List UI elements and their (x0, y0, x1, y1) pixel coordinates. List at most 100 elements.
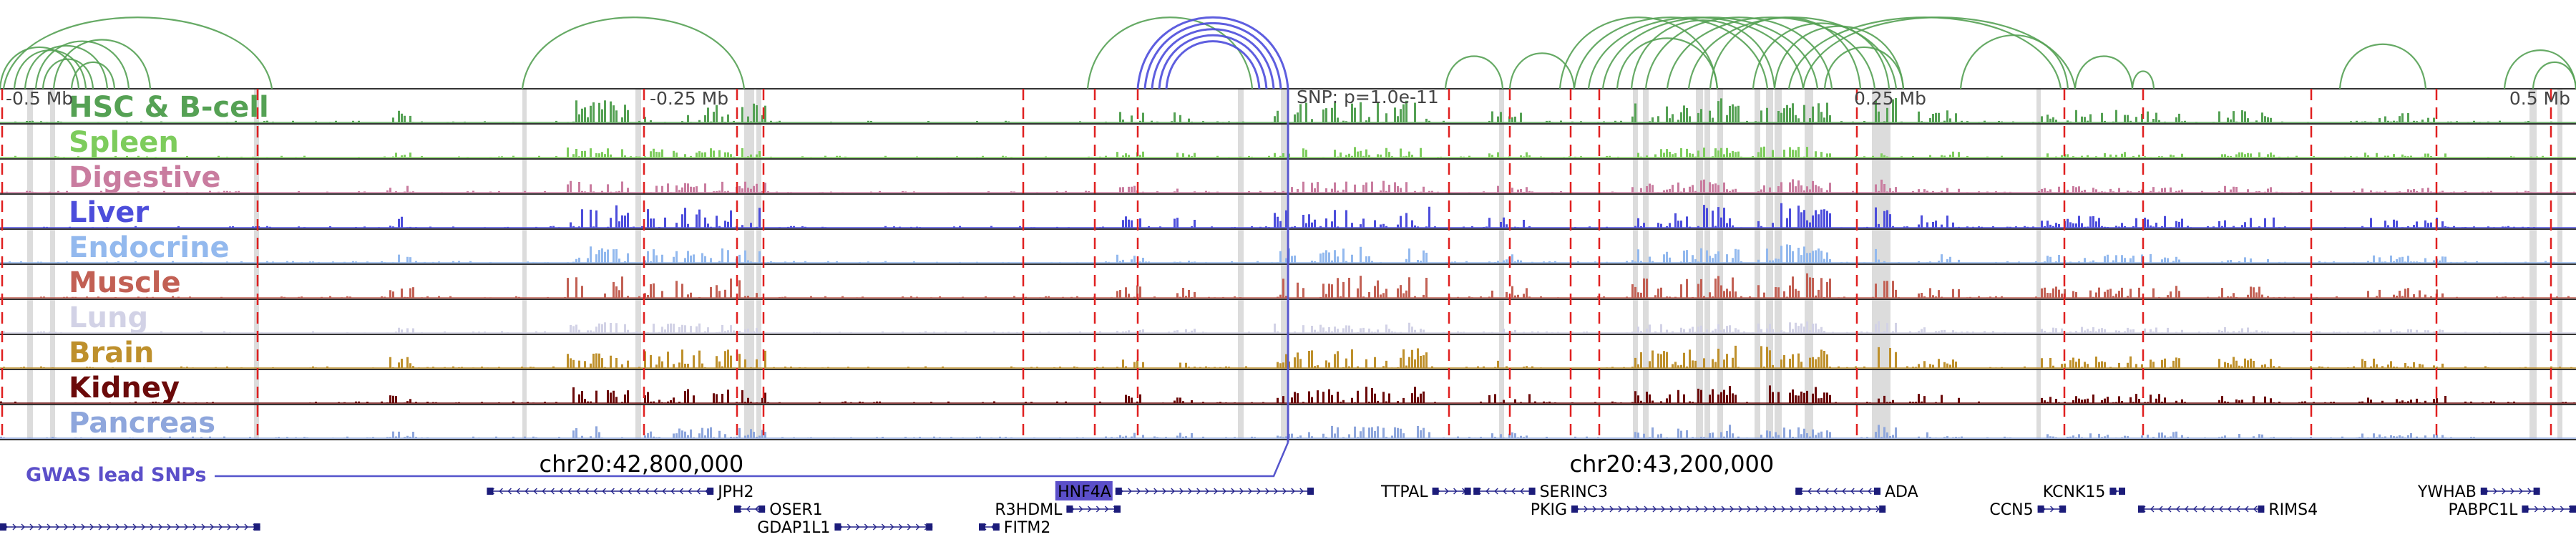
signal-bars (0, 425, 2552, 438)
interaction-arc (1616, 37, 1719, 90)
gene-exon (979, 523, 985, 531)
gene-label: JPH2 (716, 483, 753, 501)
interaction-arc (2, 16, 273, 90)
strand-arrows (1575, 505, 1880, 513)
interaction-arc (1802, 16, 2077, 90)
interaction-arc (42, 58, 94, 90)
interaction-arc (1558, 16, 1719, 90)
gene-pabpc1l: PABPC1L (2449, 501, 2576, 519)
gene-kcnk15: KCNK15 (2043, 483, 2125, 501)
track-label: Endocrine (69, 231, 230, 264)
snp-annotation: SNP: p=1.0e-11 GWAS lead SNPs (26, 87, 1439, 486)
gene-r3hdml: R3HDML (995, 501, 1121, 519)
gene-exon (707, 488, 714, 495)
gene-exon (1874, 488, 1880, 495)
interaction-arc (1136, 16, 1289, 90)
gene-exon (2480, 488, 2487, 495)
interaction-arc (1143, 22, 1282, 90)
signal-bars (6, 179, 2575, 193)
gene-exon (2533, 488, 2540, 495)
interaction-arc (1666, 16, 1876, 90)
gene-label: PKIG (1531, 501, 1567, 519)
track-label: Liver (69, 196, 149, 229)
gene-exon (1432, 488, 1439, 495)
offset-label: 0.5 Mb (2509, 88, 2570, 109)
gene-exon (2522, 505, 2529, 513)
gene-pkig: PKIG (1531, 501, 1886, 519)
signal-bars (14, 146, 2544, 158)
gene-exon (2138, 505, 2145, 513)
gene-exon (992, 523, 1000, 531)
gene-exon (834, 523, 841, 531)
gene-ttpal: TTPAL (1380, 483, 1471, 501)
interaction-arc (52, 39, 152, 90)
track-labels: HSC & B-cellSpleenDigestiveLiverEndocrin… (69, 91, 269, 440)
offset-label: -0.5 Mb (6, 88, 73, 109)
highlight-box (1055, 481, 1113, 500)
interaction-arc (2338, 43, 2427, 90)
gene-hnf4a: HNF4A (1055, 481, 1314, 501)
gene-exon (1114, 505, 1121, 513)
gene-fitm2: FITM2 (979, 519, 1050, 537)
interaction-arc (2131, 70, 2155, 90)
interaction-arc (1823, 46, 1905, 90)
gene-exon (2059, 505, 2067, 513)
interaction-arc (521, 16, 746, 90)
gene-exon (0, 523, 6, 531)
gene-label: FITM2 (1004, 519, 1051, 537)
interaction-arc (1959, 34, 2069, 90)
interaction-arc (1508, 52, 1576, 90)
interaction-arc (1151, 28, 1275, 90)
interaction-arc (34, 40, 130, 90)
track-label: Brain (69, 337, 154, 369)
gwas-lead-snps-label: GWAS lead SNPs (26, 464, 206, 486)
interaction-arc (70, 62, 116, 90)
gene-label: PABPC1L (2449, 501, 2519, 519)
strand-arrows (1070, 505, 1118, 513)
interaction-arc (1709, 16, 1862, 90)
interaction-arc (1752, 22, 1890, 90)
gene-label: GDAP1L1 (757, 519, 830, 537)
gene-ywhab: YWHAB (2417, 483, 2540, 501)
gene-ccn5: CCN5 (1989, 501, 2067, 519)
strand-arrows (2484, 488, 2540, 495)
gene-label: ADA (1885, 483, 1918, 501)
gene-jph2: JPH2 (487, 483, 753, 501)
interaction-arc (1086, 16, 1254, 90)
offset-label: -0.25 Mb (650, 88, 728, 109)
track-label: Kidney (69, 372, 180, 405)
snp-label: SNP: p=1.0e-11 (1297, 87, 1439, 107)
interaction-arcs (0, 16, 2576, 90)
gene-label: HNF4A (1058, 483, 1111, 501)
gene-exon (2119, 488, 2125, 495)
interaction-arc (1630, 19, 1776, 90)
strand-arrows (2525, 505, 2573, 513)
gene-label: CCN5 (1989, 501, 2033, 519)
interaction-arc (1573, 16, 1769, 90)
track-label: HSC & B-cell (69, 91, 269, 124)
track-label: Pancreas (69, 407, 215, 440)
gene-label: TTPAL (1380, 483, 1428, 501)
interaction-arc (2503, 49, 2576, 90)
gene-label: OSER1 (769, 501, 822, 519)
gene-exon (1571, 505, 1578, 513)
interaction-arc (1773, 25, 1905, 90)
track-label: Spleen (69, 126, 179, 159)
strand-arrows (1119, 488, 1312, 495)
track-label: Muscle (69, 266, 181, 299)
gene-exon (487, 488, 494, 495)
gene-label: YWHAB (2417, 483, 2477, 501)
gene-label: RIMS4 (2268, 501, 2318, 519)
interaction-arc (0, 46, 80, 90)
strand-arrows (4, 523, 257, 531)
signal-bars (43, 203, 2535, 228)
gene-exon (1307, 488, 1314, 495)
gene-exon (1528, 488, 1536, 495)
gene-serinc3: SERINC3 (1473, 483, 1608, 501)
interaction-arc (2532, 62, 2576, 90)
gene-exon (2037, 505, 2044, 513)
gene-label: SERINC3 (1540, 483, 1608, 501)
interaction-arc (13, 49, 87, 90)
signal-bars (40, 273, 2570, 298)
